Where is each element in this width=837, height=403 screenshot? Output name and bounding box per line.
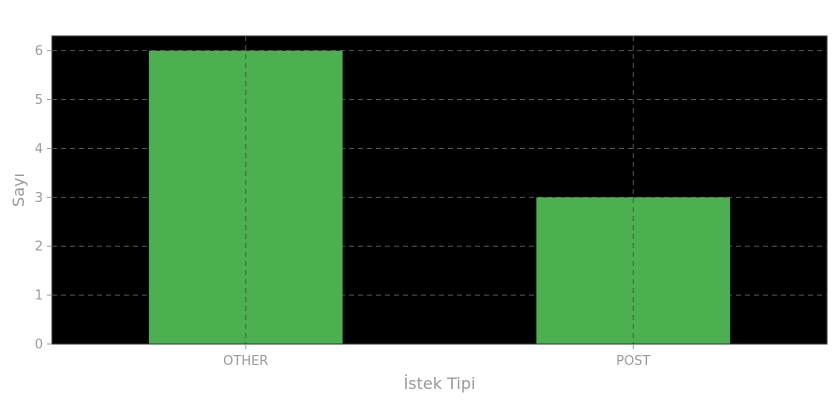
x-axis-label: İstek Tipi xyxy=(404,374,476,393)
y-tick-label: 4 xyxy=(35,142,43,157)
x-axis-ticks: OTHER POST xyxy=(223,344,650,369)
y-tick-label: 3 xyxy=(35,191,43,206)
plot-frame xyxy=(51,35,828,345)
y-axis-label: Sayı xyxy=(9,173,28,207)
y-tick-label: 6 xyxy=(35,44,43,59)
y-tick-label: 2 xyxy=(35,240,43,255)
x-tick-label: OTHER xyxy=(223,354,268,369)
x-tick-label: POST xyxy=(616,354,650,369)
x-gridlines xyxy=(245,36,634,344)
y-tick-label: 1 xyxy=(35,289,43,304)
y-tick-label: 5 xyxy=(35,93,43,108)
y-axis-ticks: 0 1 2 3 4 5 6 xyxy=(35,44,52,353)
y-tick-label: 0 xyxy=(35,338,43,353)
